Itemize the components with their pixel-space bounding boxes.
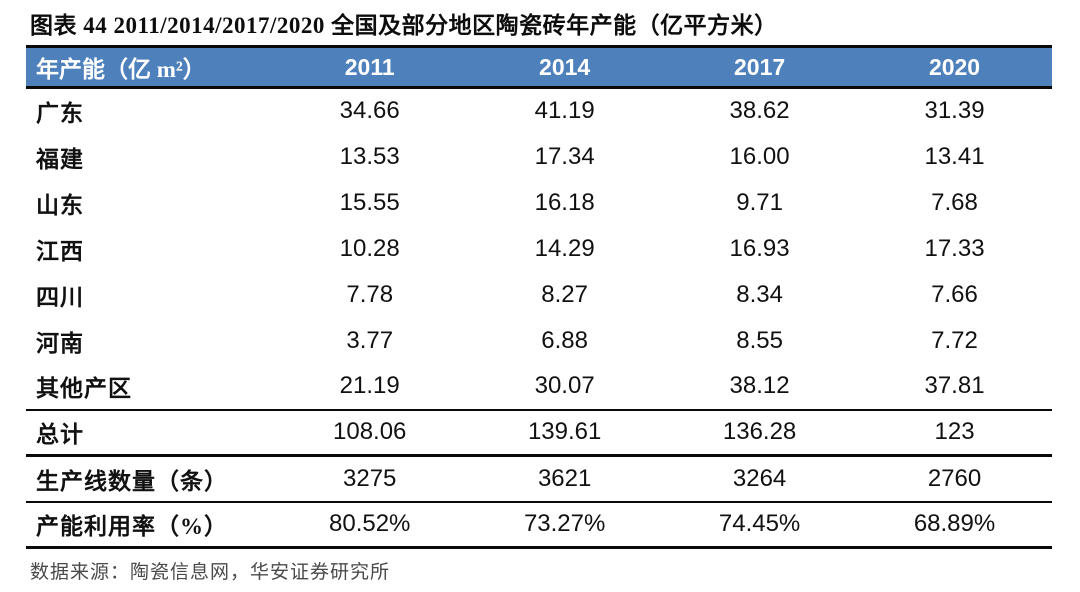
- table-row-other-regions: 其他产区 21.19 30.07 38.12 37.81: [26, 363, 1052, 411]
- cell-value: 8.55: [736, 326, 783, 354]
- table-row-total: 总计 108.06 139.61 136.28 123: [26, 409, 1052, 457]
- row-label: 福建: [36, 146, 84, 172]
- cell-value: 8.27: [541, 280, 588, 308]
- cell-value: 3264: [662, 455, 858, 503]
- cell-value: 31.39: [924, 97, 985, 125]
- cell-value: 15.55: [339, 188, 400, 216]
- cell-value: 74.45%: [718, 510, 801, 538]
- cell-value: 7.78: [346, 280, 394, 308]
- table-row-shandong: 山东 15.55 16.18 9.71 7.68: [26, 180, 1052, 226]
- table-row-henan: 河南 3.77 6.88 8.55 7.72: [26, 318, 1052, 364]
- table-row-guangdong: 广东 34.66 41.19 38.62 31.39: [26, 88, 1052, 134]
- row-label: 产能利用率（%）: [36, 514, 228, 540]
- cell-value: 139.61: [467, 409, 663, 457]
- cell-value: 3275: [272, 455, 468, 503]
- cell-value: 34.66: [339, 97, 400, 125]
- table-row-capacity-utilization: 产能利用率（%） 80.52% 73.27% 74.45% 68.89%: [26, 502, 1052, 548]
- cell-value: 108.06: [272, 409, 468, 457]
- cell-value: 10.28: [339, 234, 400, 262]
- cell-value: 73.27%: [523, 510, 606, 538]
- cell-value: 38.62: [729, 97, 790, 125]
- table-row-fujian: 福建 13.53 17.34 16.00 13.41: [26, 134, 1052, 180]
- cell-value: 6.88: [541, 326, 588, 354]
- cell-value: 13.53: [339, 142, 400, 170]
- cell-value: 37.81: [857, 363, 1052, 411]
- data-source: 数据来源：陶瓷信息网，华安证券研究所: [30, 562, 391, 583]
- cell-value: 30.07: [467, 363, 663, 411]
- row-label: 生产线数量（条）: [26, 455, 273, 503]
- cell-value: 16.93: [729, 234, 790, 262]
- row-label: 四川: [36, 284, 84, 310]
- cell-value: 38.12: [662, 363, 858, 411]
- table-row-production-lines: 生产线数量（条） 3275 3621 3264 2760: [26, 455, 1052, 503]
- cell-value: 16.00: [729, 142, 790, 170]
- row-label: 河南: [36, 330, 84, 356]
- column-header-metric: 年产能（亿 m²）: [26, 46, 273, 89]
- cell-value: 2760: [857, 455, 1052, 503]
- cell-value: 123: [857, 409, 1052, 457]
- cell-value: 7.68: [931, 188, 978, 216]
- table-row-sichuan: 四川 7.78 8.27 8.34 7.66: [26, 272, 1052, 318]
- cell-value: 68.89%: [913, 510, 996, 538]
- cell-value: 7.72: [931, 326, 978, 354]
- cell-value: 7.66: [931, 280, 978, 308]
- column-header-2011: 2011: [272, 46, 468, 89]
- cell-value: 14.29: [534, 234, 595, 262]
- cell-value: 17.34: [534, 142, 595, 170]
- cell-value: 3.77: [346, 326, 394, 354]
- row-label: 总计: [26, 409, 273, 457]
- cell-value: 9.71: [736, 188, 783, 216]
- table-row-jiangxi: 江西 10.28 14.29 16.93 17.33: [26, 226, 1052, 272]
- cell-value: 13.41: [924, 142, 985, 170]
- figure-title: 图表 44 2011/2014/2017/2020 全国及部分地区陶瓷砖年产能（…: [30, 13, 778, 38]
- cell-value: 16.18: [534, 188, 595, 216]
- cell-value: 136.28: [662, 409, 858, 457]
- column-header-2014: 2014: [467, 46, 663, 89]
- table-header-row: 年产能（亿 m²） 2011 2014 2017 2020: [26, 46, 1052, 89]
- row-label: 江西: [36, 238, 84, 264]
- row-label: 其他产区: [26, 363, 273, 411]
- cell-value: 80.52%: [329, 510, 411, 538]
- cell-value: 3621: [467, 455, 663, 503]
- row-label: 山东: [36, 192, 84, 218]
- cell-value: 8.34: [736, 280, 783, 308]
- row-label: 广东: [36, 101, 84, 127]
- cell-value: 21.19: [272, 363, 468, 411]
- column-header-2020: 2020: [857, 46, 1052, 89]
- capacity-table: 年产能（亿 m²） 2011 2014 2017 2020 广东 34.66 4…: [26, 45, 1052, 549]
- cell-value: 41.19: [534, 97, 595, 125]
- column-header-2017: 2017: [662, 46, 858, 89]
- cell-value: 17.33: [924, 234, 985, 262]
